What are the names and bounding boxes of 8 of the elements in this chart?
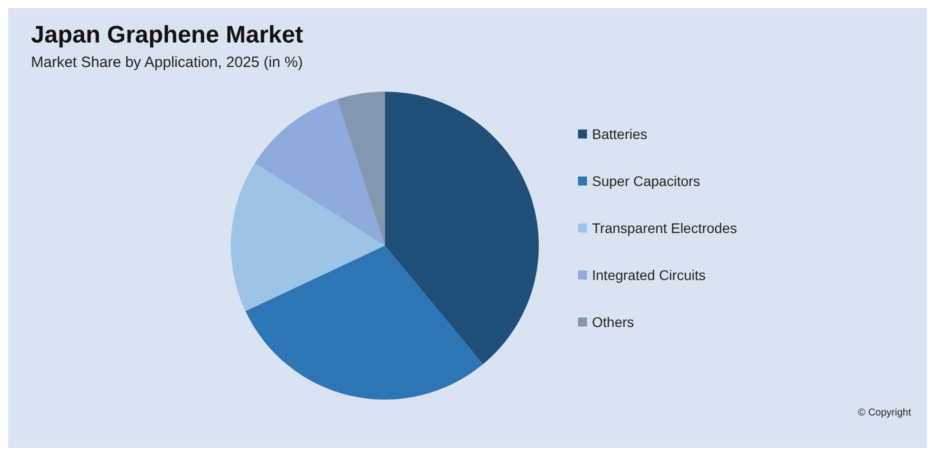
text: © Copyright <box>858 408 912 418</box>
legend-label: Super Capacitors <box>592 173 700 189</box>
legend-label: Integrated Circuits <box>592 267 706 283</box>
legend-label: Others <box>592 314 634 330</box>
legend-label: Batteries <box>592 126 648 142</box>
legend-label: Transparent Electrodes <box>592 220 738 236</box>
chart-subtitle: Market Share by Application, 2025 (in %) <box>31 54 303 71</box>
chart-title: Japan Graphene Market <box>31 22 304 48</box>
